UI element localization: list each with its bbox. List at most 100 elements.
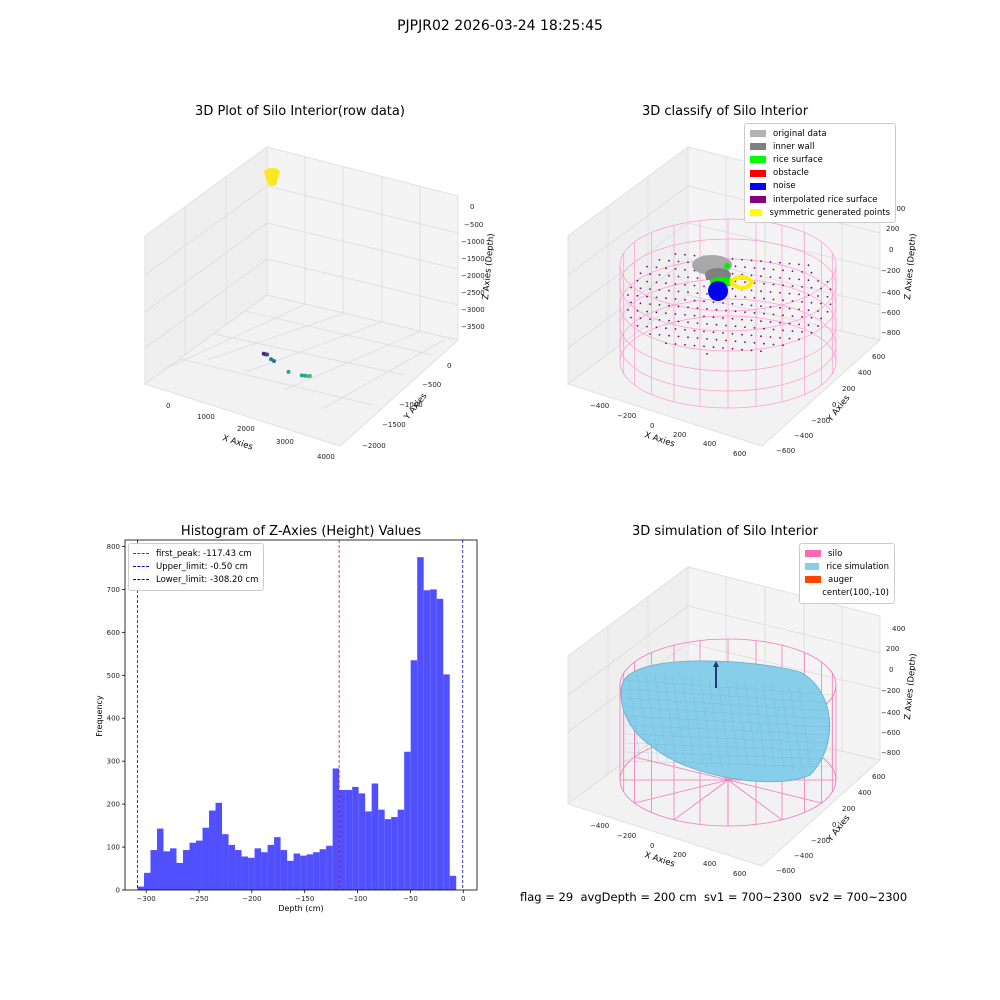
p4-mesh-line xyxy=(699,678,713,765)
p2-dot xyxy=(798,278,800,281)
p4-mesh-line xyxy=(624,724,831,736)
p2-dot xyxy=(668,304,670,307)
p1-ytick: −1500 xyxy=(382,421,406,429)
p3-bar xyxy=(410,660,418,890)
p2-legend-label: symmetric generated points xyxy=(769,207,890,218)
p2-dot xyxy=(810,301,813,304)
p2-dot xyxy=(779,321,781,324)
p2-legend-label: interpolated rice surface xyxy=(773,194,878,205)
p4-mesh-line xyxy=(690,677,704,765)
p2-dot xyxy=(798,263,800,266)
p2-dot xyxy=(798,338,800,341)
p2-dot xyxy=(655,311,658,314)
p2-dot xyxy=(687,261,689,264)
p2-ztick: 400 xyxy=(892,205,905,213)
p1-ztick: 0 xyxy=(470,203,474,211)
footer-status: flag = 29 avgDepth = 200 cm sv1 = 700~23… xyxy=(520,890,908,904)
p2-dot xyxy=(665,312,667,315)
p4-mesh-line xyxy=(654,674,668,762)
p2-dot xyxy=(760,290,762,293)
p2-dot xyxy=(687,306,689,309)
p2-dot xyxy=(769,336,772,338)
p2-dot xyxy=(753,327,756,329)
p2-dot xyxy=(763,267,765,270)
p2-dot xyxy=(750,259,753,262)
p3-bar xyxy=(293,853,301,890)
p2-dot xyxy=(665,297,667,300)
p2-dot xyxy=(639,272,642,275)
p2-dot xyxy=(706,293,708,295)
p2-dot xyxy=(684,253,686,256)
p2-dot xyxy=(693,344,696,347)
p3-bar xyxy=(326,845,333,890)
p2-xtick: 200 xyxy=(673,431,686,439)
p3-bar xyxy=(358,793,366,890)
p2-dot xyxy=(665,282,667,285)
p2-dot xyxy=(646,295,648,298)
p2-ztick: −600 xyxy=(881,309,900,317)
p4-auger-tip xyxy=(713,661,719,667)
p3-xtick: −250 xyxy=(189,895,208,903)
p2-dot xyxy=(696,277,699,279)
p4-legend-item: silo xyxy=(805,547,889,560)
p2-dot xyxy=(779,306,781,309)
p2-dot xyxy=(750,274,753,277)
p2-dot xyxy=(712,346,715,349)
p2-ytick: −200 xyxy=(811,417,830,425)
p3-bar xyxy=(404,751,411,890)
p4-ytick: −600 xyxy=(776,867,795,875)
p2-dot xyxy=(734,265,737,268)
p4-mesh-line xyxy=(624,751,831,760)
p2-dot xyxy=(668,259,670,262)
p3-bar xyxy=(228,844,236,890)
p2-dot xyxy=(684,283,686,286)
p2-dot xyxy=(798,293,800,296)
p2-dot xyxy=(722,332,724,334)
p2-dot xyxy=(782,299,784,302)
p4-ztick: −800 xyxy=(881,749,900,757)
p2-legend-item: original data xyxy=(750,127,890,140)
p3-axes-frame xyxy=(124,539,478,891)
p2-dot xyxy=(630,316,632,319)
p2-dot xyxy=(791,300,794,302)
p2-dot xyxy=(646,325,648,328)
p2-dot xyxy=(798,323,800,326)
p3-bar xyxy=(339,789,346,890)
p2-dot xyxy=(725,309,727,312)
p2-dot xyxy=(763,297,765,300)
p2-dot xyxy=(763,282,765,285)
p1-ytick: −500 xyxy=(422,381,441,389)
p2-legend-label: noise xyxy=(773,181,796,192)
p2-dot xyxy=(668,334,670,337)
p3-bar xyxy=(300,855,307,890)
p2-dot xyxy=(826,310,829,313)
p2-dot xyxy=(639,302,642,305)
p3-bar xyxy=(163,851,170,890)
p4-ytick: 400 xyxy=(858,789,871,797)
p3-bar xyxy=(352,786,359,890)
p2-legend-item: rice surface xyxy=(750,153,890,166)
p2-dot xyxy=(744,341,746,343)
p1-xtick: 3000 xyxy=(276,438,294,446)
p3-bar xyxy=(241,856,249,890)
p4-legend-item: auger xyxy=(805,573,889,586)
p2-dot xyxy=(788,292,791,295)
p2-dot xyxy=(744,281,746,283)
p2-dot xyxy=(769,291,772,293)
p2-dot xyxy=(750,349,753,352)
p3-bar xyxy=(417,557,424,890)
p2-dot xyxy=(801,316,803,318)
p4-mesh-line xyxy=(624,760,831,768)
p2-dot xyxy=(763,327,765,330)
p2-dot xyxy=(715,323,718,326)
p2-ztick: 0 xyxy=(889,246,893,254)
p4-ytick: 200 xyxy=(842,805,855,813)
p2-dot xyxy=(807,294,810,297)
p2-dot xyxy=(627,294,629,296)
p4-legend: silo rice simulation auger center(100,-10) xyxy=(799,543,895,604)
p4-xtick: 0 xyxy=(650,842,654,850)
p4-mesh-line xyxy=(717,679,731,767)
p2-dot xyxy=(741,303,743,306)
p2-dot xyxy=(801,286,803,288)
